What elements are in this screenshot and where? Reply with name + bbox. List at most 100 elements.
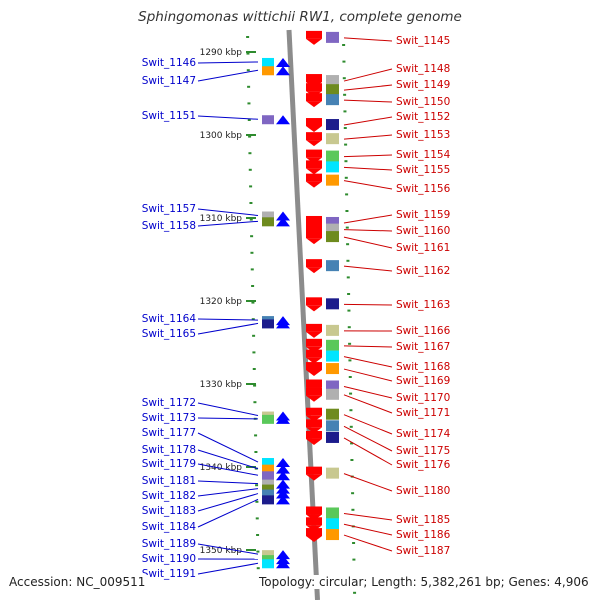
reverse-gene-label: Swit_1189 bbox=[142, 538, 196, 550]
forward-gene-body bbox=[306, 362, 322, 371]
forward-gene-arrow bbox=[306, 415, 322, 422]
reverse-gene-feature bbox=[262, 211, 274, 221]
tick-dot-left bbox=[256, 534, 260, 536]
tick-dot-left bbox=[251, 285, 255, 287]
tick-dot-left bbox=[248, 152, 252, 155]
reverse-gene-arrow bbox=[276, 115, 290, 125]
forward-gene-label: Swit_1148 bbox=[396, 63, 450, 75]
forward-gene-arrow bbox=[306, 331, 322, 338]
forward-gene-body bbox=[306, 118, 322, 127]
forward-gene-label: Swit_1156 bbox=[396, 183, 451, 195]
tick-dot-left bbox=[249, 202, 253, 204]
reverse-gene-leader bbox=[197, 318, 259, 321]
tick-dot-left bbox=[255, 517, 259, 520]
topology-summary: Topology: circular; Length: 5,382,261 bp… bbox=[255, 575, 589, 589]
forward-gene-feature bbox=[326, 75, 339, 87]
forward-gene-feature bbox=[326, 408, 339, 420]
ruler-tick-label: 1290 kbp bbox=[200, 48, 243, 58]
forward-gene-leader bbox=[343, 37, 393, 42]
tick-dot-left bbox=[249, 185, 253, 188]
forward-gene-label: Swit_1174 bbox=[396, 428, 451, 440]
forward-gene-label: Swit_1161 bbox=[396, 242, 450, 254]
tick-dot-right bbox=[349, 425, 353, 428]
forward-gene-arrow bbox=[306, 126, 322, 133]
reverse-gene-leader bbox=[197, 69, 259, 82]
forward-gene-feature bbox=[326, 529, 339, 541]
forward-gene-label: Swit_1175 bbox=[396, 445, 450, 457]
tick-dot-left bbox=[252, 334, 256, 337]
tick-dot-right bbox=[347, 309, 351, 312]
tick-dot-left bbox=[251, 318, 255, 321]
forward-gene-label: Swit_1149 bbox=[396, 79, 450, 91]
reverse-gene-label: Swit_1165 bbox=[142, 328, 196, 340]
forward-gene-body bbox=[306, 173, 322, 182]
reverse-gene-feature bbox=[262, 471, 274, 481]
tick-dot-right bbox=[344, 160, 348, 163]
forward-gene-arrow bbox=[306, 181, 322, 188]
tick-dot-right bbox=[346, 259, 350, 262]
forward-gene-feature bbox=[326, 94, 339, 106]
forward-gene-body bbox=[306, 132, 322, 141]
reverse-gene-arrow bbox=[276, 559, 290, 569]
forward-gene-feature bbox=[326, 467, 339, 479]
reverse-gene-leader bbox=[197, 463, 259, 476]
reverse-gene-label: Swit_1172 bbox=[142, 397, 196, 409]
reverse-gene-label: Swit_1157 bbox=[142, 203, 196, 215]
reverse-gene-label: Swit_1179 bbox=[142, 458, 196, 470]
forward-gene-leader bbox=[343, 180, 393, 190]
genome-backbone bbox=[286, 29, 320, 600]
forward-gene-leader bbox=[343, 523, 393, 536]
forward-gene-label: Swit_1170 bbox=[396, 392, 450, 404]
forward-gene-leader bbox=[343, 394, 393, 414]
forward-gene-feature bbox=[326, 260, 339, 272]
forward-gene-label: Swit_1167 bbox=[396, 341, 450, 353]
reverse-gene-leader bbox=[197, 488, 259, 497]
forward-gene-feature bbox=[326, 84, 339, 96]
reverse-gene-label: Swit_1147 bbox=[142, 75, 196, 87]
reverse-gene-arrow bbox=[276, 484, 290, 494]
forward-gene-body bbox=[306, 407, 322, 416]
reverse-gene-feature bbox=[262, 484, 274, 494]
forward-gene-leader bbox=[343, 84, 393, 91]
tick-dot-right bbox=[346, 276, 350, 279]
tick-dot-left bbox=[254, 451, 258, 453]
forward-gene-leader bbox=[343, 99, 393, 103]
forward-gene-arrow bbox=[306, 238, 322, 245]
reverse-gene-arrow bbox=[276, 211, 290, 221]
forward-gene-feature bbox=[326, 363, 339, 375]
forward-gene-feature bbox=[326, 324, 339, 336]
reverse-gene-leader bbox=[197, 562, 259, 575]
forward-gene-feature bbox=[326, 174, 339, 186]
forward-gene-leader bbox=[343, 386, 393, 399]
forward-gene-feature bbox=[326, 119, 339, 131]
reverse-gene-leader bbox=[197, 220, 259, 227]
reverse-gene-leader bbox=[197, 543, 259, 555]
forward-gene-label: Swit_1180 bbox=[396, 485, 450, 497]
forward-gene-leader bbox=[343, 214, 393, 224]
forward-gene-leader bbox=[343, 368, 393, 382]
tick-dot-left bbox=[246, 52, 250, 55]
ruler-tick bbox=[246, 134, 256, 136]
forward-gene-arrow bbox=[306, 395, 322, 402]
forward-gene-label: Swit_1169 bbox=[396, 375, 450, 387]
tick-dot-right bbox=[348, 342, 352, 345]
tick-dot-left bbox=[250, 235, 254, 238]
forward-gene-body bbox=[306, 349, 322, 358]
forward-gene-body bbox=[306, 419, 322, 428]
reverse-gene-label: Swit_1184 bbox=[142, 521, 197, 533]
reverse-gene-arrow bbox=[276, 57, 290, 67]
reverse-gene-feature bbox=[262, 115, 274, 125]
tick-dot-right bbox=[348, 376, 352, 378]
forward-gene-body bbox=[306, 149, 322, 158]
ruler-tick bbox=[246, 549, 256, 551]
tick-dot-right bbox=[352, 542, 356, 544]
forward-gene-arrow bbox=[306, 474, 322, 481]
forward-gene-body bbox=[306, 506, 322, 515]
tick-dot-right bbox=[342, 44, 346, 46]
reverse-gene-label: Swit_1191 bbox=[142, 568, 196, 580]
reverse-gene-label: Swit_1182 bbox=[142, 490, 196, 502]
forward-gene-label: Swit_1152 bbox=[396, 111, 450, 123]
reverse-gene-label: Swit_1158 bbox=[142, 220, 196, 232]
forward-gene-body bbox=[306, 323, 322, 332]
